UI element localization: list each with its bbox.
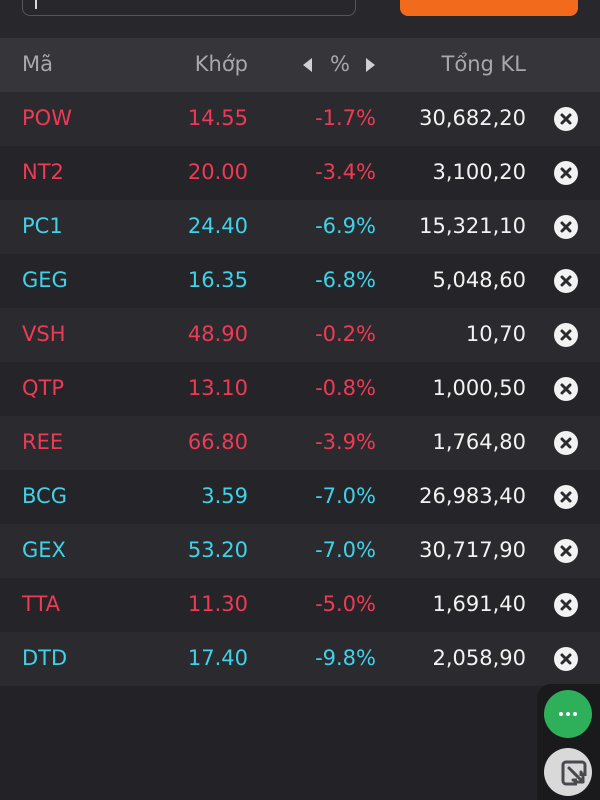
stock-volume: 10,70	[465, 322, 526, 346]
stock-symbol: DTD	[22, 646, 68, 670]
caret-right-icon[interactable]	[366, 58, 375, 72]
stock-symbol: TTA	[22, 592, 61, 616]
stock-price: 14.55	[187, 106, 248, 130]
table-row[interactable]: PC1 24.40 -6.9% 15,321,10	[0, 200, 600, 254]
stock-change: -7.0%	[315, 538, 376, 562]
more-dots-icon	[573, 712, 577, 716]
remove-stock-button[interactable]	[554, 215, 578, 239]
stock-change: -6.9%	[315, 214, 376, 238]
stock-change: -3.4%	[315, 160, 376, 184]
remove-stock-button[interactable]	[554, 647, 578, 671]
stock-price: 24.40	[187, 214, 248, 238]
header-volume[interactable]: Tổng KL	[441, 52, 526, 76]
stock-price: 13.10	[187, 376, 248, 400]
table-row[interactable]: QTP 13.10 -0.8% 1,000,50	[0, 362, 600, 416]
stock-price: 3.59	[201, 484, 248, 508]
stock-change: -7.0%	[315, 484, 376, 508]
more-button[interactable]	[544, 690, 592, 738]
close-circle-icon	[560, 599, 572, 611]
table-row[interactable]: GEX 53.20 -7.0% 30,717,90	[0, 524, 600, 578]
stock-volume: 1,691,40	[432, 592, 526, 616]
stock-volume: 1,764,80	[432, 430, 526, 454]
stock-symbol: VSH	[22, 322, 66, 346]
stock-price: 20.00	[187, 160, 248, 184]
table-row[interactable]: POW 14.55 -1.7% 30,682,20	[0, 92, 600, 146]
table-row[interactable]: REE 66.80 -3.9% 1,764,80	[0, 416, 600, 470]
close-circle-icon	[560, 491, 572, 503]
stock-symbol: QTP	[22, 376, 65, 400]
stock-volume: 30,682,20	[419, 106, 526, 130]
stock-change: -5.0%	[315, 592, 376, 616]
stock-price: 48.90	[187, 322, 248, 346]
table-row[interactable]: GEG 16.35 -6.8% 5,048,60	[0, 254, 600, 308]
stock-change: -6.8%	[315, 268, 376, 292]
stock-symbol: REE	[22, 430, 64, 454]
stock-symbol: BCG	[22, 484, 67, 508]
remove-stock-button[interactable]	[554, 107, 578, 131]
header-price[interactable]: Khớp	[194, 52, 248, 76]
close-circle-icon	[560, 113, 572, 125]
stock-price: 17.40	[187, 646, 248, 670]
table-row[interactable]: TTA 11.30 -5.0% 1,691,40	[0, 578, 600, 632]
header-symbol[interactable]: Mã	[22, 52, 53, 76]
expand-icon	[561, 760, 587, 786]
stock-price: 53.20	[187, 538, 248, 562]
stock-volume: 3,100,20	[432, 160, 526, 184]
remove-stock-button[interactable]	[554, 431, 578, 455]
orange-action-button[interactable]	[400, 0, 578, 16]
remove-stock-button[interactable]	[554, 161, 578, 185]
table-header: Mã Khớp % Tổng KL	[0, 38, 600, 92]
stock-symbol: GEX	[22, 538, 66, 562]
close-circle-icon	[560, 329, 572, 341]
search-input[interactable]	[22, 0, 356, 16]
stock-symbol: GEG	[22, 268, 68, 292]
stock-volume: 2,058,90	[432, 646, 526, 670]
table-row[interactable]: DTD 17.40 -9.8% 2,058,90	[0, 632, 600, 686]
remove-stock-button[interactable]	[554, 323, 578, 347]
close-circle-icon	[560, 275, 572, 287]
close-circle-icon	[560, 383, 572, 395]
stock-volume: 15,321,10	[419, 214, 526, 238]
stock-change: -0.2%	[315, 322, 376, 346]
stock-price: 16.35	[187, 268, 248, 292]
caret-left-icon[interactable]	[303, 58, 312, 72]
stock-price: 66.80	[187, 430, 248, 454]
header-change[interactable]: %	[330, 52, 350, 76]
table-row[interactable]: NT2 20.00 -3.4% 3,100,20	[0, 146, 600, 200]
stock-change: -0.8%	[315, 376, 376, 400]
remove-stock-button[interactable]	[554, 269, 578, 293]
close-circle-icon	[560, 653, 572, 665]
close-circle-icon	[560, 221, 572, 233]
top-bar	[0, 0, 600, 38]
stock-symbol: NT2	[22, 160, 64, 184]
stock-change: -1.7%	[315, 106, 376, 130]
stock-price: 11.30	[187, 592, 248, 616]
stock-volume: 26,983,40	[419, 484, 526, 508]
remove-stock-button[interactable]	[554, 539, 578, 563]
stock-symbol: PC1	[22, 214, 63, 238]
stock-volume: 30,717,90	[419, 538, 526, 562]
stock-symbol: POW	[22, 106, 72, 130]
expand-button[interactable]	[544, 748, 592, 796]
remove-stock-button[interactable]	[554, 485, 578, 509]
close-circle-icon	[560, 167, 572, 179]
text-cursor	[35, 0, 37, 9]
more-dots-icon	[559, 712, 563, 716]
stock-volume: 1,000,50	[432, 376, 526, 400]
stock-change: -9.8%	[315, 646, 376, 670]
remove-stock-button[interactable]	[554, 377, 578, 401]
close-circle-icon	[560, 437, 572, 449]
table-row[interactable]: VSH 48.90 -0.2% 10,70	[0, 308, 600, 362]
table-row[interactable]: BCG 3.59 -7.0% 26,983,40	[0, 470, 600, 524]
more-dots-icon	[566, 712, 570, 716]
stock-change: -3.9%	[315, 430, 376, 454]
stock-volume: 5,048,60	[432, 268, 526, 292]
close-circle-icon	[560, 545, 572, 557]
remove-stock-button[interactable]	[554, 593, 578, 617]
stock-list: POW 14.55 -1.7% 30,682,20 NT2 20.00 -3.4…	[0, 92, 600, 686]
